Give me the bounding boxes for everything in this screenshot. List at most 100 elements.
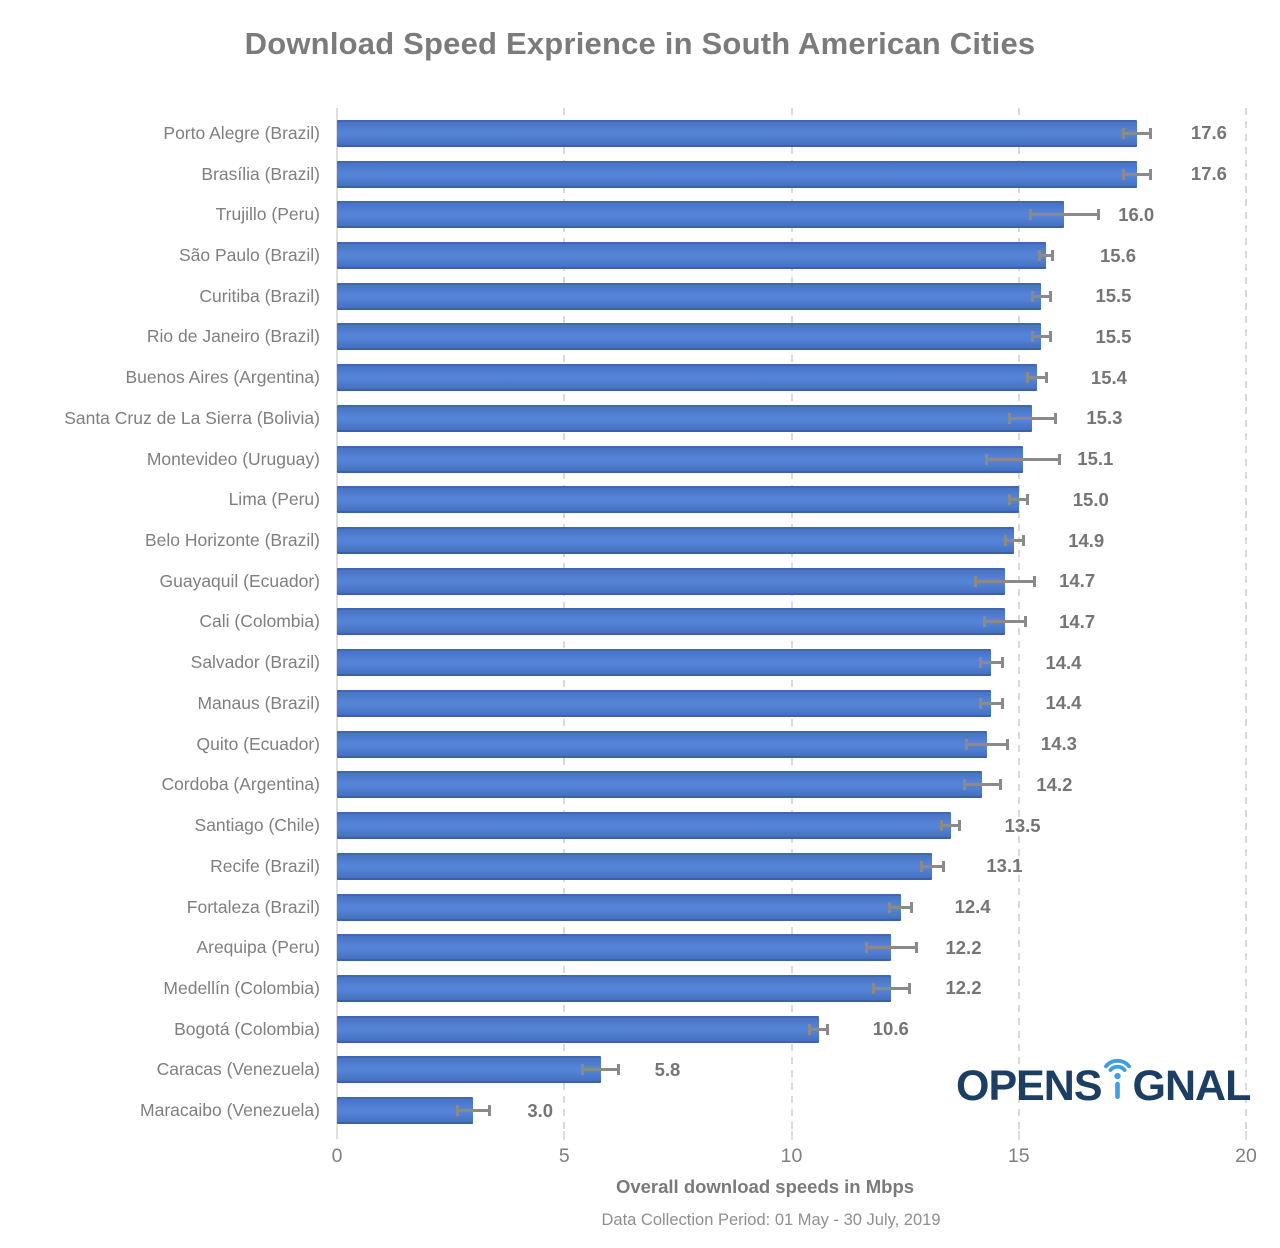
bar <box>337 649 992 677</box>
x-axis-title: Overall download speeds in Mbps <box>615 1176 915 1197</box>
chart-title: Download Speed Exprience in South Americ… <box>244 26 1036 61</box>
error-bar <box>984 620 1026 624</box>
error-bar <box>1032 294 1051 298</box>
bar <box>337 771 983 799</box>
category-label: Manaus (Brazil) <box>197 692 320 713</box>
axis-tick-mark <box>790 1131 793 1140</box>
bar <box>337 1056 601 1084</box>
bar-row: Curitiba (Brazil) 15.5 <box>0 276 1280 317</box>
bar-row: Montevideo (Uruguay) 15.1 <box>0 439 1280 480</box>
error-bar-cap <box>1058 453 1062 465</box>
error-bar <box>457 1109 490 1113</box>
bar <box>337 404 1033 432</box>
category-label: Buenos Aires (Argentina) <box>125 367 320 388</box>
category-label: Curitiba (Brazil) <box>199 285 320 306</box>
value-label: 13.1 <box>986 855 1023 877</box>
bar <box>337 323 1042 351</box>
axis-tick-mark <box>1017 1131 1020 1140</box>
error-bar-cap <box>1044 372 1048 384</box>
bar <box>337 1015 819 1043</box>
error-bar-cap <box>1001 697 1005 709</box>
value-label: 14.4 <box>1045 651 1082 673</box>
value-label: 15.5 <box>1095 325 1132 347</box>
error-bar-cap <box>1121 168 1125 180</box>
error-bar-cap <box>864 942 868 954</box>
bar <box>337 974 892 1002</box>
error-bar <box>1030 213 1099 217</box>
value-label: 12.2 <box>945 936 982 958</box>
bar-row: Lima (Peru) 15.0 <box>0 479 1280 520</box>
error-bar-cap <box>939 820 943 832</box>
error-bar-cap <box>1008 494 1012 506</box>
error-bar-cap <box>1149 127 1153 139</box>
bar-chart: Porto Alegre (Brazil) 17.6 Brasília (Brazi… <box>0 108 1280 1140</box>
value-label: 12.4 <box>954 896 991 918</box>
error-bar <box>975 579 1035 583</box>
value-label: 15.3 <box>1086 407 1123 429</box>
bar <box>337 1097 474 1125</box>
value-label: 14.7 <box>1059 610 1096 632</box>
value-label: 3.0 <box>527 1099 554 1121</box>
error-bar-cap <box>617 1064 621 1076</box>
error-bar-cap <box>1037 250 1041 262</box>
error-bar-cap <box>999 779 1003 791</box>
error-bar-cap <box>871 982 875 994</box>
gridline <box>1245 108 1247 1131</box>
bar-row: Caracas (Venezuela) 5.8 <box>0 1050 1280 1091</box>
bar-row: Bogotá (Colombia) 10.6 <box>0 1009 1280 1050</box>
bar-row: Quito (Ecuador) 14.3 <box>0 724 1280 765</box>
bar <box>337 201 1065 229</box>
error-bar-cap <box>1003 535 1007 547</box>
error-bar <box>1123 131 1151 135</box>
error-bar-cap <box>958 820 962 832</box>
bar <box>337 567 1006 595</box>
error-bar-cap <box>914 942 918 954</box>
bar-row: São Paulo (Brazil) 15.6 <box>0 235 1280 276</box>
bar <box>337 445 1024 473</box>
error-bar-cap <box>1026 372 1030 384</box>
category-label: Arequipa (Peru) <box>196 937 320 958</box>
error-bar <box>1005 539 1024 543</box>
value-label: 15.1 <box>1077 448 1114 470</box>
category-label: Brasília (Brazil) <box>201 163 320 184</box>
axis-tick-mark <box>563 1131 566 1140</box>
error-bar <box>1032 335 1051 339</box>
error-bar-cap <box>455 1105 459 1117</box>
bar <box>337 160 1137 188</box>
error-bar-cap <box>1049 331 1053 343</box>
value-label: 15.0 <box>1072 488 1109 510</box>
category-label: Lima (Peru) <box>228 489 320 510</box>
error-bar-cap <box>887 901 891 913</box>
value-label: 5.8 <box>654 1058 681 1080</box>
category-label: Fortaleza (Brazil) <box>186 896 320 917</box>
bar <box>337 364 1037 392</box>
bar-row: Guayaquil (Ecuador) 14.7 <box>0 561 1280 602</box>
error-bar-cap <box>580 1064 584 1076</box>
category-label: Trujillo (Peru) <box>215 204 320 225</box>
error-bar-cap <box>919 860 923 872</box>
value-label: 10.6 <box>872 1018 909 1040</box>
category-label: Santiago (Chile) <box>194 815 320 836</box>
error-bar-cap <box>1030 331 1034 343</box>
bar-row: Porto Alegre (Brazil) 17.6 <box>0 113 1280 154</box>
error-bar <box>980 661 1003 665</box>
error-bar-cap <box>1121 127 1125 139</box>
error-bar <box>1039 254 1053 258</box>
error-bar-cap <box>942 860 946 872</box>
error-bar-cap <box>1053 412 1057 424</box>
error-bar-cap <box>826 1023 830 1035</box>
value-label: 17.6 <box>1190 122 1227 144</box>
value-label: 13.5 <box>1004 814 1041 836</box>
category-label: Rio de Janeiro (Brazil) <box>146 326 320 347</box>
value-label: 16.0 <box>1118 203 1155 225</box>
bar <box>337 730 987 758</box>
value-label: 12.2 <box>945 977 982 999</box>
bar <box>337 934 892 962</box>
value-label: 14.3 <box>1040 733 1077 755</box>
value-label: 15.6 <box>1100 244 1137 266</box>
bar <box>337 852 933 880</box>
error-bar <box>1009 498 1028 502</box>
error-bar-cap <box>908 982 912 994</box>
bar-row: Medellín (Colombia) 12.2 <box>0 968 1280 1009</box>
error-bar <box>1009 416 1056 420</box>
